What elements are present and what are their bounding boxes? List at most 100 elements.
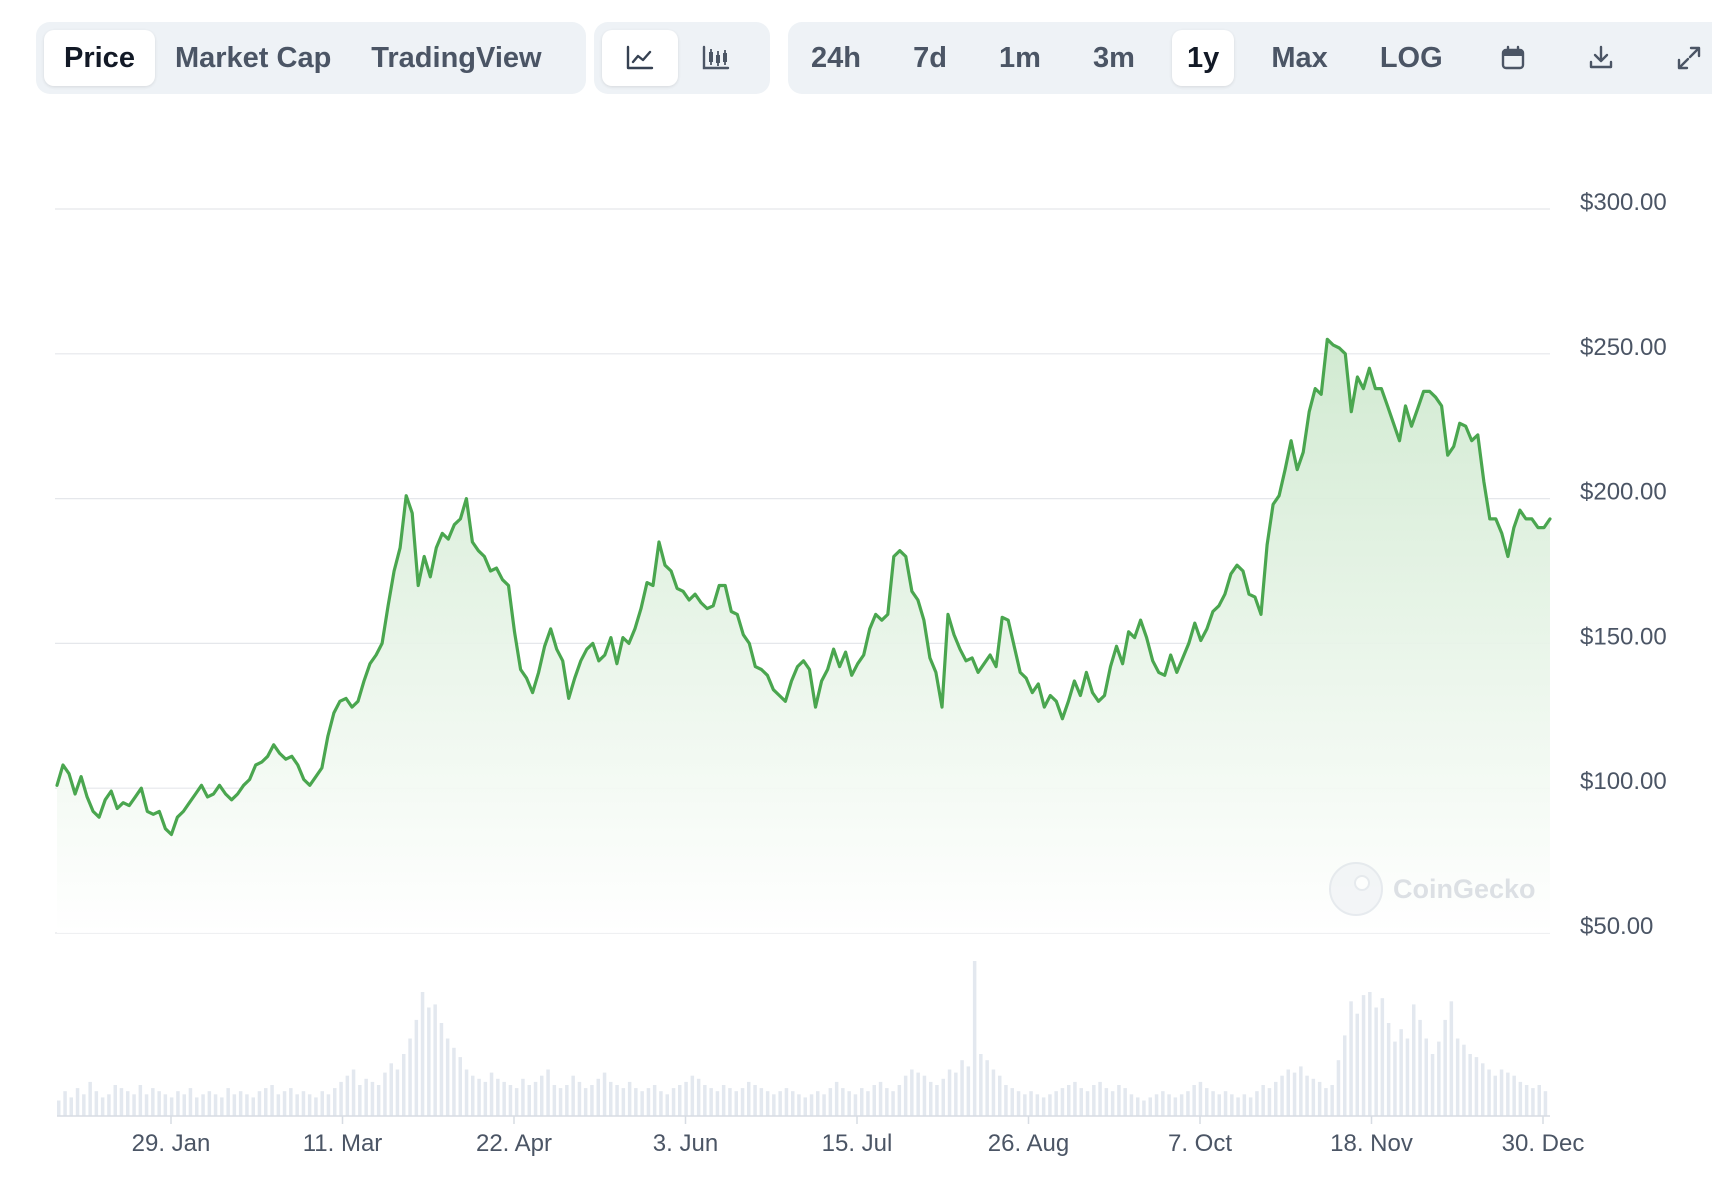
volume-bar	[1092, 1085, 1096, 1116]
volume-bar	[1430, 1054, 1435, 1116]
volume-bar	[1543, 1091, 1548, 1116]
volume-bar	[1368, 992, 1372, 1116]
volume-bar	[1393, 1041, 1397, 1116]
volume-bar	[195, 1097, 199, 1116]
line-chart-icon	[626, 45, 654, 70]
volume-bar	[571, 1075, 575, 1116]
line-chart-button[interactable]	[602, 30, 678, 86]
volume-bar	[1129, 1094, 1134, 1116]
volume-bar	[533, 1081, 538, 1116]
volume-bar	[1179, 1094, 1184, 1116]
volume-bar	[1110, 1091, 1115, 1116]
volume-bar	[132, 1094, 136, 1116]
volume-bar	[1023, 1094, 1027, 1116]
volume-bar	[420, 992, 425, 1116]
volume-bar	[765, 1091, 770, 1116]
fullscreen-button[interactable]	[1656, 30, 1712, 86]
range-3m[interactable]: 3m	[1092, 41, 1135, 74]
volume-bar	[201, 1094, 205, 1116]
tab-price[interactable]: Price	[44, 30, 155, 86]
volume-bar	[565, 1085, 569, 1116]
chart-type-group	[594, 22, 770, 94]
volume-bar	[1205, 1088, 1209, 1116]
x-tick-label: 18. Nov	[1330, 1130, 1413, 1157]
volume-bar	[439, 1023, 444, 1116]
volume-bar	[320, 1091, 324, 1116]
candlestick-chart-button[interactable]	[678, 30, 754, 86]
volume-bar	[583, 1088, 588, 1116]
x-tick-label: 26. Aug	[988, 1130, 1069, 1157]
volume-bar	[395, 1069, 400, 1116]
range-group: 24h 7d 1m 3m 1y Max LOG	[788, 22, 1712, 94]
range-max[interactable]: Max	[1271, 41, 1328, 74]
volume-bar	[389, 1063, 393, 1116]
volume-bar	[1142, 1100, 1146, 1116]
volume-bar	[941, 1078, 945, 1116]
download-button[interactable]	[1568, 30, 1634, 86]
volume-bar	[251, 1097, 255, 1116]
y-axis: $300.00 $250.00 $200.00 $150.00 $100.00 $50.0…	[1580, 189, 1667, 940]
log-scale-toggle[interactable]: LOG	[1379, 41, 1443, 74]
volume-bar	[577, 1081, 582, 1116]
volume-bar	[772, 1094, 776, 1116]
volume-bar	[63, 1091, 67, 1116]
x-tick-label: 3. Jun	[653, 1130, 718, 1157]
volume-bar	[452, 1047, 456, 1116]
volume-bar	[671, 1088, 676, 1116]
volume-bar	[546, 1069, 550, 1116]
volume-bar	[690, 1075, 695, 1116]
volume-bar	[753, 1085, 757, 1116]
volume-bar	[590, 1085, 594, 1116]
x-tick-label: 29. Jan	[132, 1130, 211, 1157]
volume-bar	[1004, 1085, 1008, 1116]
calendar-button[interactable]	[1480, 30, 1546, 86]
volume-bar	[1317, 1081, 1322, 1116]
volume-bar	[609, 1081, 613, 1116]
volume-bar	[289, 1088, 293, 1116]
volume-bar	[107, 1094, 111, 1116]
volume-bar	[860, 1088, 864, 1116]
volume-bar	[270, 1085, 274, 1116]
range-7d[interactable]: 7d	[913, 41, 947, 74]
volume-bar	[1054, 1091, 1058, 1116]
volume-bar	[1418, 1019, 1422, 1116]
volume-bar	[1330, 1085, 1334, 1116]
watermark-text: CoinGecko	[1393, 874, 1536, 904]
tab-market-cap[interactable]: Market Cap	[174, 41, 332, 74]
volume-bar	[1506, 1072, 1510, 1116]
volume-bar	[126, 1091, 130, 1116]
volume-bar	[809, 1094, 814, 1116]
volume-bar	[891, 1091, 895, 1116]
volume-bar	[1198, 1081, 1203, 1116]
y-tick-label: $200.00	[1580, 479, 1667, 506]
range-1y[interactable]: 1y	[1171, 30, 1235, 86]
volume-bar	[1299, 1066, 1303, 1116]
coingecko-watermark: CoinGecko	[1329, 862, 1536, 916]
volume-bar	[966, 1066, 971, 1116]
volume-bar	[652, 1085, 657, 1116]
volume-bar	[734, 1091, 738, 1116]
volume-bar	[408, 1038, 412, 1116]
volume-bar	[922, 1075, 927, 1116]
volume-bar	[715, 1091, 720, 1116]
volume-bar	[144, 1094, 149, 1116]
range-24h[interactable]: 24h	[811, 41, 861, 74]
x-tick-label: 11. Mar	[303, 1130, 383, 1157]
volume-bar	[326, 1094, 331, 1116]
volume-bar	[1412, 1004, 1416, 1116]
fullscreen-icon	[1677, 46, 1701, 70]
volume-bar	[1537, 1085, 1541, 1116]
volume-bar	[464, 1069, 469, 1116]
volume-bar	[728, 1088, 732, 1116]
volume-bar	[232, 1094, 237, 1116]
volume-bar	[163, 1094, 168, 1116]
tab-tradingview[interactable]: TradingView	[371, 41, 542, 74]
volume-bar	[1524, 1085, 1529, 1116]
range-1m[interactable]: 1m	[998, 41, 1041, 74]
volume-bar	[1267, 1088, 1272, 1116]
volume-bar	[1067, 1085, 1071, 1116]
volume-bar	[721, 1085, 726, 1116]
volume-bar	[1117, 1085, 1121, 1116]
volume-bar	[684, 1081, 688, 1116]
